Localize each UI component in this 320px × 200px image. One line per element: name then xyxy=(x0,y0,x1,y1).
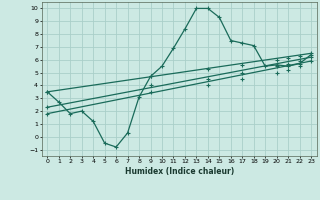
X-axis label: Humidex (Indice chaleur): Humidex (Indice chaleur) xyxy=(124,167,234,176)
